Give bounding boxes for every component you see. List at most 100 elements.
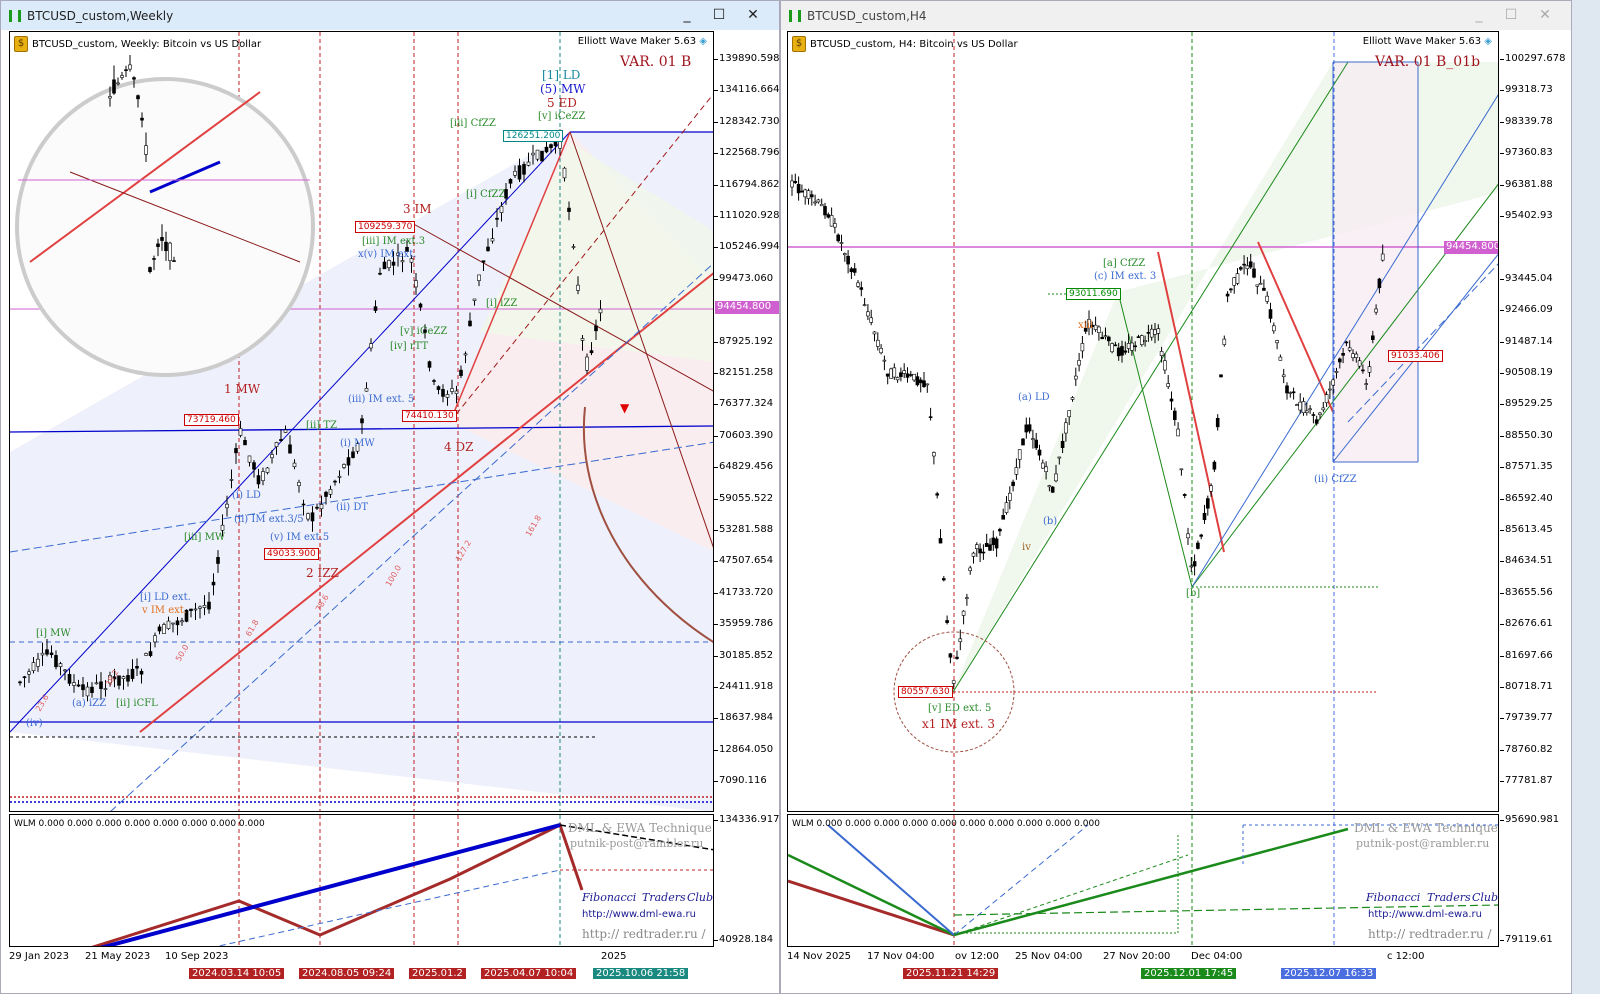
candle-body (288, 444, 292, 454)
maximize-button[interactable]: ☐ (1504, 7, 1518, 23)
candle-body (436, 386, 441, 390)
candle-body (18, 681, 22, 684)
price-axis-label: 12864.050 (713, 743, 774, 755)
candle-body (823, 206, 827, 216)
close-button[interactable]: ✕ (747, 7, 759, 23)
candle-body (1291, 391, 1296, 394)
candle-body (1301, 401, 1306, 414)
h4-price-axis[interactable]: 100297.678 99318.73 98339.78 97360.83 96381.… (1499, 31, 1571, 812)
candle-body (925, 383, 930, 386)
candle-body (866, 311, 870, 317)
green-wave-line (788, 827, 1349, 937)
wave-label: (5) MW (540, 82, 586, 96)
candle-body (800, 190, 804, 193)
date-label: 25 Nov 04:00 (1015, 951, 1083, 962)
date-label: 29 Jan 2023 (9, 951, 69, 962)
price-axis-label: 92466.09 (1500, 304, 1553, 316)
candle-body (1159, 351, 1164, 356)
weekly-time-axis[interactable]: 29 Jan 2023 21 May 2023 10 Sep 2023 2024… (9, 948, 714, 984)
candle-body (1196, 542, 1200, 549)
window-title: BTCUSD_custom,Weekly (27, 8, 174, 23)
symbol-icon: $ (14, 36, 28, 52)
plugin-icon[interactable]: ◈ (1484, 36, 1492, 47)
wave-label: (ii) CfZZ (1314, 474, 1357, 485)
candle-body (128, 64, 132, 70)
vline-date-marker: 2025.12.07 16:33 (1281, 968, 1377, 979)
price-axis-label: 88550.30 (1500, 429, 1553, 441)
candle-body (1278, 356, 1283, 361)
price-box: 109259.370 (355, 221, 416, 233)
candle-body (427, 361, 432, 368)
candle-body (1344, 341, 1349, 344)
candle-body (1288, 392, 1293, 394)
candle-body (58, 663, 63, 667)
wave-label: [ii] iCFL (116, 698, 158, 709)
candle-body (852, 268, 857, 273)
price-axis-label: 35959.786 (713, 618, 774, 630)
watermark-link[interactable]: http:// redtrader.ru / (1368, 927, 1492, 941)
minimize-button[interactable]: _ (1475, 7, 1483, 23)
candle-body (571, 246, 576, 248)
candle-body (598, 308, 603, 314)
fib-line (10, 441, 713, 553)
candle-body (144, 145, 148, 155)
plugin-name: Elliott Wave Maker 5.63 (1362, 36, 1482, 47)
watermark-link[interactable]: http://www.dml-ewa.ru (1368, 909, 1482, 920)
candle-body (1001, 515, 1005, 520)
candle-body (153, 635, 157, 643)
candle-body (945, 620, 949, 623)
candle-body (1281, 374, 1286, 377)
minimize-button[interactable]: _ (683, 7, 691, 23)
price-axis-label: 87571.35 (1500, 461, 1553, 473)
candle-body (256, 475, 261, 485)
current-price-tag: 94454.800 (1444, 241, 1499, 254)
wave-line (1157, 251, 1225, 553)
wave-label: [v] ED ext. 5 (928, 703, 992, 714)
h4-time-axis[interactable]: 14 Nov 2025 17 Nov 04:00 2025.11.21 14:2… (787, 948, 1499, 984)
h4-price-chart[interactable]: $ BTCUSD_custom, H4: Bitcoin vs US Dollar… (787, 31, 1499, 812)
bear-wave-line (788, 879, 955, 937)
candle-body (803, 189, 807, 198)
indicator-axis-min: 40928.184 (713, 934, 774, 945)
candle-body (826, 214, 831, 218)
candle-body (351, 451, 355, 458)
close-button[interactable]: ✕ (1539, 7, 1551, 23)
maximize-button[interactable]: ☐ (712, 7, 726, 23)
watermark: putnik-post@rambler.ru (570, 837, 704, 850)
price-axis-label: 84634.51 (1500, 555, 1553, 567)
price-axis-label: 116794.862 (713, 178, 780, 190)
candle-body (189, 608, 193, 611)
candle-body (360, 418, 364, 424)
chart-header: $ BTCUSD_custom, H4: Bitcoin vs US Dollar (792, 36, 1018, 52)
price-box: 93011.690 (1066, 288, 1121, 300)
candle-body (396, 252, 400, 256)
candle-body (955, 656, 959, 659)
weekly-price-axis[interactable]: 94454.800 139890.598 134116.664 128342.730… (713, 31, 780, 812)
candle-body (869, 317, 873, 323)
candle-body (513, 170, 517, 176)
candle-body (912, 373, 916, 381)
watermark: Fibonacci (582, 891, 637, 904)
watermark-link[interactable]: http:// redtrader.ru / (582, 927, 706, 941)
candle-body (1064, 422, 1068, 434)
candle-body (988, 544, 992, 551)
weekly-price-chart[interactable]: ▼ 23.6 38.2 50.0 61.8 78.6 100.0 127.2 161.8 $ BT… (9, 31, 714, 812)
price-axis-label: 41733.720 (713, 586, 774, 598)
candle-body (1113, 344, 1118, 347)
candle-body (1318, 412, 1322, 415)
candle-body (1149, 328, 1154, 338)
candle-body (1275, 340, 1279, 344)
candle-body (504, 189, 508, 199)
watermark: Traders (1427, 891, 1471, 904)
candle-body (310, 512, 315, 522)
candle-body (965, 597, 969, 599)
plugin-icon[interactable]: ◈ (699, 36, 707, 47)
candle-body (1212, 461, 1217, 470)
price-axis-label: 85613.45 (1500, 524, 1553, 535)
candle-body (968, 567, 972, 571)
candle-body (872, 331, 877, 335)
watermark-link[interactable]: http://www.dml-ewa.ru (582, 909, 696, 920)
candle-body (1380, 253, 1385, 261)
weekly-window-titlebar[interactable]: BTCUSD_custom,Weekly _ ☐ ✕ (1, 1, 779, 30)
h4-window-titlebar[interactable]: BTCUSD_custom,H4 _ ☐ ✕ (781, 1, 1571, 30)
